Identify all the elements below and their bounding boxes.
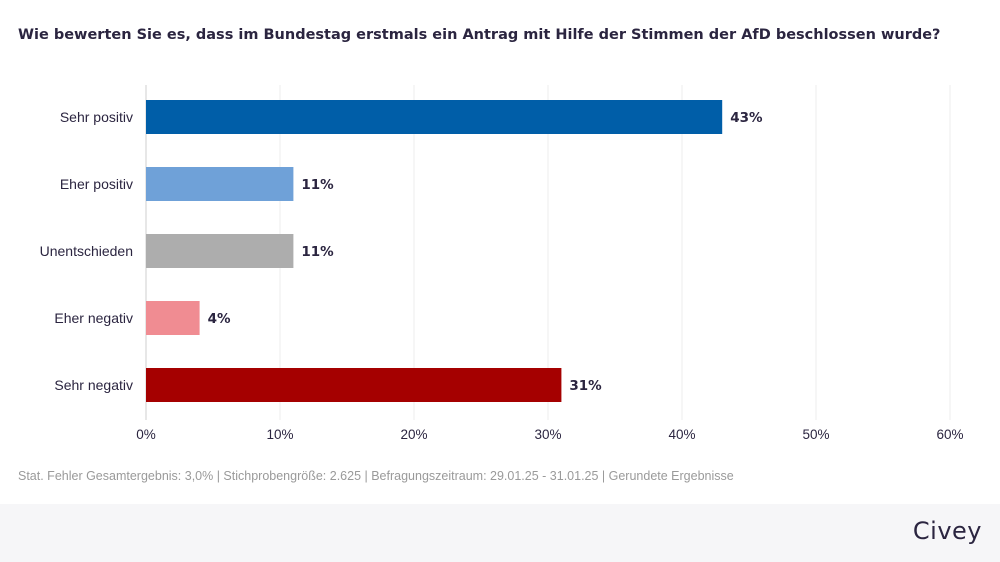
category-label: Sehr negativ <box>54 377 133 393</box>
category-label: Sehr positiv <box>60 109 133 125</box>
x-tick-label: 20% <box>400 427 427 442</box>
x-tick-labels: 0% 10% 20% 30% 40% 50% 60% <box>136 427 963 442</box>
x-tick-label: 30% <box>534 427 561 442</box>
bar <box>146 234 294 268</box>
value-label: 11% <box>301 244 334 260</box>
category-label: Unentschieden <box>40 243 133 259</box>
category-labels: Sehr positiv Eher positiv Unentschieden Ehe… <box>40 109 133 393</box>
x-tick-label: 0% <box>136 427 156 442</box>
value-labels: 43% 11% 11% 4% 31% <box>208 110 763 394</box>
value-label: 4% <box>208 311 231 327</box>
bars <box>146 100 723 402</box>
x-tick-label: 40% <box>668 427 695 442</box>
footer-band <box>0 504 1000 562</box>
x-tick-label: 60% <box>936 427 963 442</box>
x-tick-label: 50% <box>802 427 829 442</box>
bar <box>146 301 200 335</box>
x-tick-label: 10% <box>266 427 293 442</box>
bar <box>146 100 723 134</box>
bar <box>146 167 294 201</box>
value-label: 11% <box>301 177 334 193</box>
category-label: Eher positiv <box>60 176 133 192</box>
category-label: Eher negativ <box>54 310 133 326</box>
bar <box>146 368 562 402</box>
chart-title: Wie bewerten Sie es, dass im Bundestag e… <box>18 27 941 43</box>
value-label: 43% <box>730 110 763 126</box>
civey-logo: Civey <box>912 517 982 545</box>
footnote: Stat. Fehler Gesamtergebnis: 3,0% | Stic… <box>18 469 734 483</box>
value-label: 31% <box>569 378 602 394</box>
bar-chart: Sehr positiv Eher positiv Unentschieden Ehe… <box>40 85 964 442</box>
